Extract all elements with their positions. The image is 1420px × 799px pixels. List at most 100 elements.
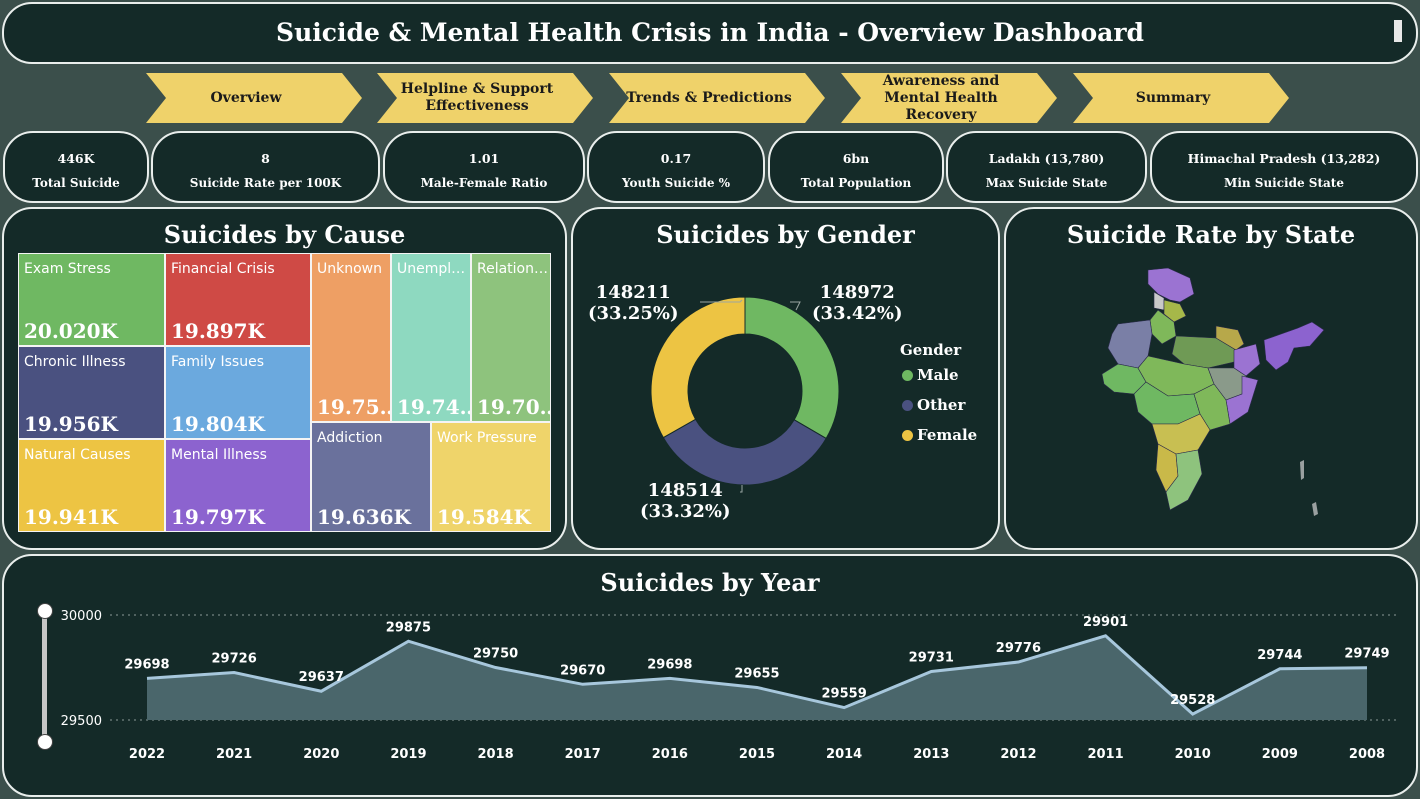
- x-tick-label: 2013: [913, 747, 949, 762]
- legend-item-other[interactable]: Other: [902, 396, 965, 414]
- data-label: 29655: [734, 666, 779, 681]
- kpi-value: 8: [261, 151, 270, 166]
- kpi-gender-ratio: 1.01 Male-Female Ratio: [383, 131, 585, 203]
- treemap-cell[interactable]: Family Issues 19.804K: [165, 346, 311, 439]
- treemap-cell[interactable]: Unempl… 19.74…: [391, 253, 471, 422]
- legend-label: Male: [917, 366, 959, 384]
- treemap-cell[interactable]: Financial Crisis 19.897K: [165, 253, 311, 346]
- page-title: Suicide & Mental Health Crisis in India …: [276, 18, 1144, 47]
- nav-chevron-shape: [146, 73, 362, 123]
- donut-leader-line: [700, 299, 743, 303]
- treemap-cell[interactable]: Exam Stress 20.020K: [18, 253, 165, 346]
- x-tick-label: 2015: [739, 747, 775, 762]
- nav-summary-button[interactable]: Summary: [1073, 73, 1289, 123]
- kpi-label: Suicide Rate per 100K: [189, 176, 342, 190]
- donut-leader-line: [740, 485, 743, 493]
- header-bar: Suicide & Mental Health Crisis in India …: [2, 2, 1418, 64]
- nav-chevron-shape: [1073, 73, 1289, 123]
- treemap-cell[interactable]: Natural Causes 19.941K: [18, 439, 165, 532]
- y-tick-label: 29500: [61, 714, 102, 729]
- kpi-min-state: Himachal Pradesh (13,282) Min Suicide St…: [1150, 131, 1418, 203]
- card-title: Suicide Rate by State: [1066, 220, 1356, 249]
- series-line[interactable]: [146, 634, 1368, 716]
- treemap-cell-label: Work Pressure: [437, 430, 537, 446]
- treemap-cell[interactable]: Work Pressure 19.584K: [431, 422, 551, 532]
- treemap-cell-label: Family Issues: [171, 354, 264, 370]
- nav-overview-button[interactable]: Overview: [146, 73, 362, 123]
- treemap-cell-value: 19.797K: [171, 505, 265, 529]
- legend-item-male[interactable]: Male: [902, 366, 959, 384]
- kpi-value: 6bn: [842, 151, 870, 166]
- treemap-cell-label: Addiction: [317, 430, 383, 446]
- treemap-cell-value: 19.956K: [24, 412, 118, 436]
- area-fill: [147, 635, 1367, 720]
- data-label: 29528: [1170, 693, 1215, 708]
- donut-label-percent: (33.25%): [588, 303, 679, 324]
- treemap-cell[interactable]: Chronic Illness 19.956K: [18, 346, 165, 439]
- donut-slice-female[interactable]: [650, 296, 746, 439]
- x-tick-label: 2022: [129, 747, 165, 762]
- donut-label-value: 148972: [819, 282, 895, 303]
- treemap-cell-label: Exam Stress: [24, 261, 111, 277]
- kpi-youth-suicide: 0.17 Youth Suicide %: [587, 131, 765, 203]
- x-tick-label: 2011: [1087, 747, 1123, 762]
- x-tick-label: 2019: [390, 747, 426, 762]
- kpi-label: Youth Suicide %: [621, 176, 731, 190]
- data-label: 29559: [822, 687, 867, 702]
- legend-item-female[interactable]: Female: [902, 426, 977, 444]
- x-tick-label: 2010: [1175, 747, 1211, 762]
- data-label: 29749: [1344, 647, 1389, 662]
- y-tick-label: 30000: [61, 609, 102, 624]
- nav-label: Summary: [1135, 89, 1211, 106]
- x-tick-label: 2020: [303, 747, 339, 762]
- x-tick-label: 2012: [1000, 747, 1036, 762]
- treemap-cell-label: Mental Illness: [171, 447, 267, 463]
- nav-helpline-button[interactable]: Helpline & Support Effectiveness: [377, 73, 593, 123]
- nav-label: Awareness and Mental Health Recovery: [882, 72, 1000, 123]
- nav-trends-button[interactable]: Trends & Predictions: [609, 73, 825, 123]
- kpi-max-state: Ladakh (13,780) Max Suicide State: [946, 131, 1147, 203]
- nav-label: Helpline & Support Effectiveness: [400, 81, 554, 114]
- donut-label-female: 148211 (33.25%): [588, 282, 679, 324]
- slider-handle-top[interactable]: [37, 603, 53, 619]
- treemap-cell[interactable]: Addiction 19.636K: [311, 422, 431, 532]
- treemap-cell[interactable]: Unknown 19.75…: [311, 253, 391, 422]
- data-label: 29731: [909, 650, 954, 665]
- legend-title: Gender: [900, 341, 962, 359]
- legend-dot: [902, 369, 913, 381]
- legend-label: Female: [917, 426, 978, 444]
- y-axis-range-slider[interactable]: [42, 610, 47, 741]
- treemap-cell-value: 19.897K: [171, 319, 265, 343]
- india-state-map[interactable]: [1098, 264, 1328, 524]
- slider-handle-bottom[interactable]: [37, 734, 53, 750]
- data-label: 29776: [996, 641, 1041, 656]
- x-tick-label: 2017: [565, 747, 601, 762]
- treemap-cell-value: 19.804K: [171, 412, 265, 436]
- data-label: 29726: [212, 652, 257, 667]
- donut-label-percent: (33.32%): [640, 501, 731, 522]
- nav-awareness-button[interactable]: Awareness and Mental Health Recovery: [841, 73, 1057, 123]
- treemap-cell-value: 19.584K: [437, 505, 531, 529]
- scroll-indicator[interactable]: [1394, 20, 1402, 42]
- treemap-cell[interactable]: Mental Illness 19.797K: [165, 439, 311, 532]
- legend-dot: [902, 429, 913, 441]
- donut-label-male: 148972 (33.42%): [812, 282, 903, 324]
- donut-slice-other[interactable]: [662, 418, 827, 486]
- treemap-cell-label: Unknown: [317, 261, 382, 277]
- kpi-value: 1.01: [468, 151, 500, 166]
- x-tick-label: 2008: [1349, 747, 1385, 762]
- kpi-total-suicide: 446K Total Suicide: [3, 131, 149, 203]
- kpi-total-population: 6bn Total Population: [768, 131, 944, 203]
- kpi-suicide-rate: 8 Suicide Rate per 100K: [151, 131, 380, 203]
- nav-label: Trends & Predictions: [626, 89, 792, 106]
- data-label: 29637: [299, 670, 344, 685]
- treemap-cell-label: Chronic Illness: [24, 354, 126, 370]
- gender-card: Suicides by Gender: [571, 207, 1000, 550]
- donut-slice-male[interactable]: [744, 296, 840, 440]
- treemap-cell[interactable]: Relation… 19.70…: [471, 253, 551, 422]
- card-title: Suicides by Gender: [656, 220, 915, 249]
- data-label: 29698: [647, 657, 692, 672]
- kpi-value: Ladakh (13,780): [988, 151, 1105, 166]
